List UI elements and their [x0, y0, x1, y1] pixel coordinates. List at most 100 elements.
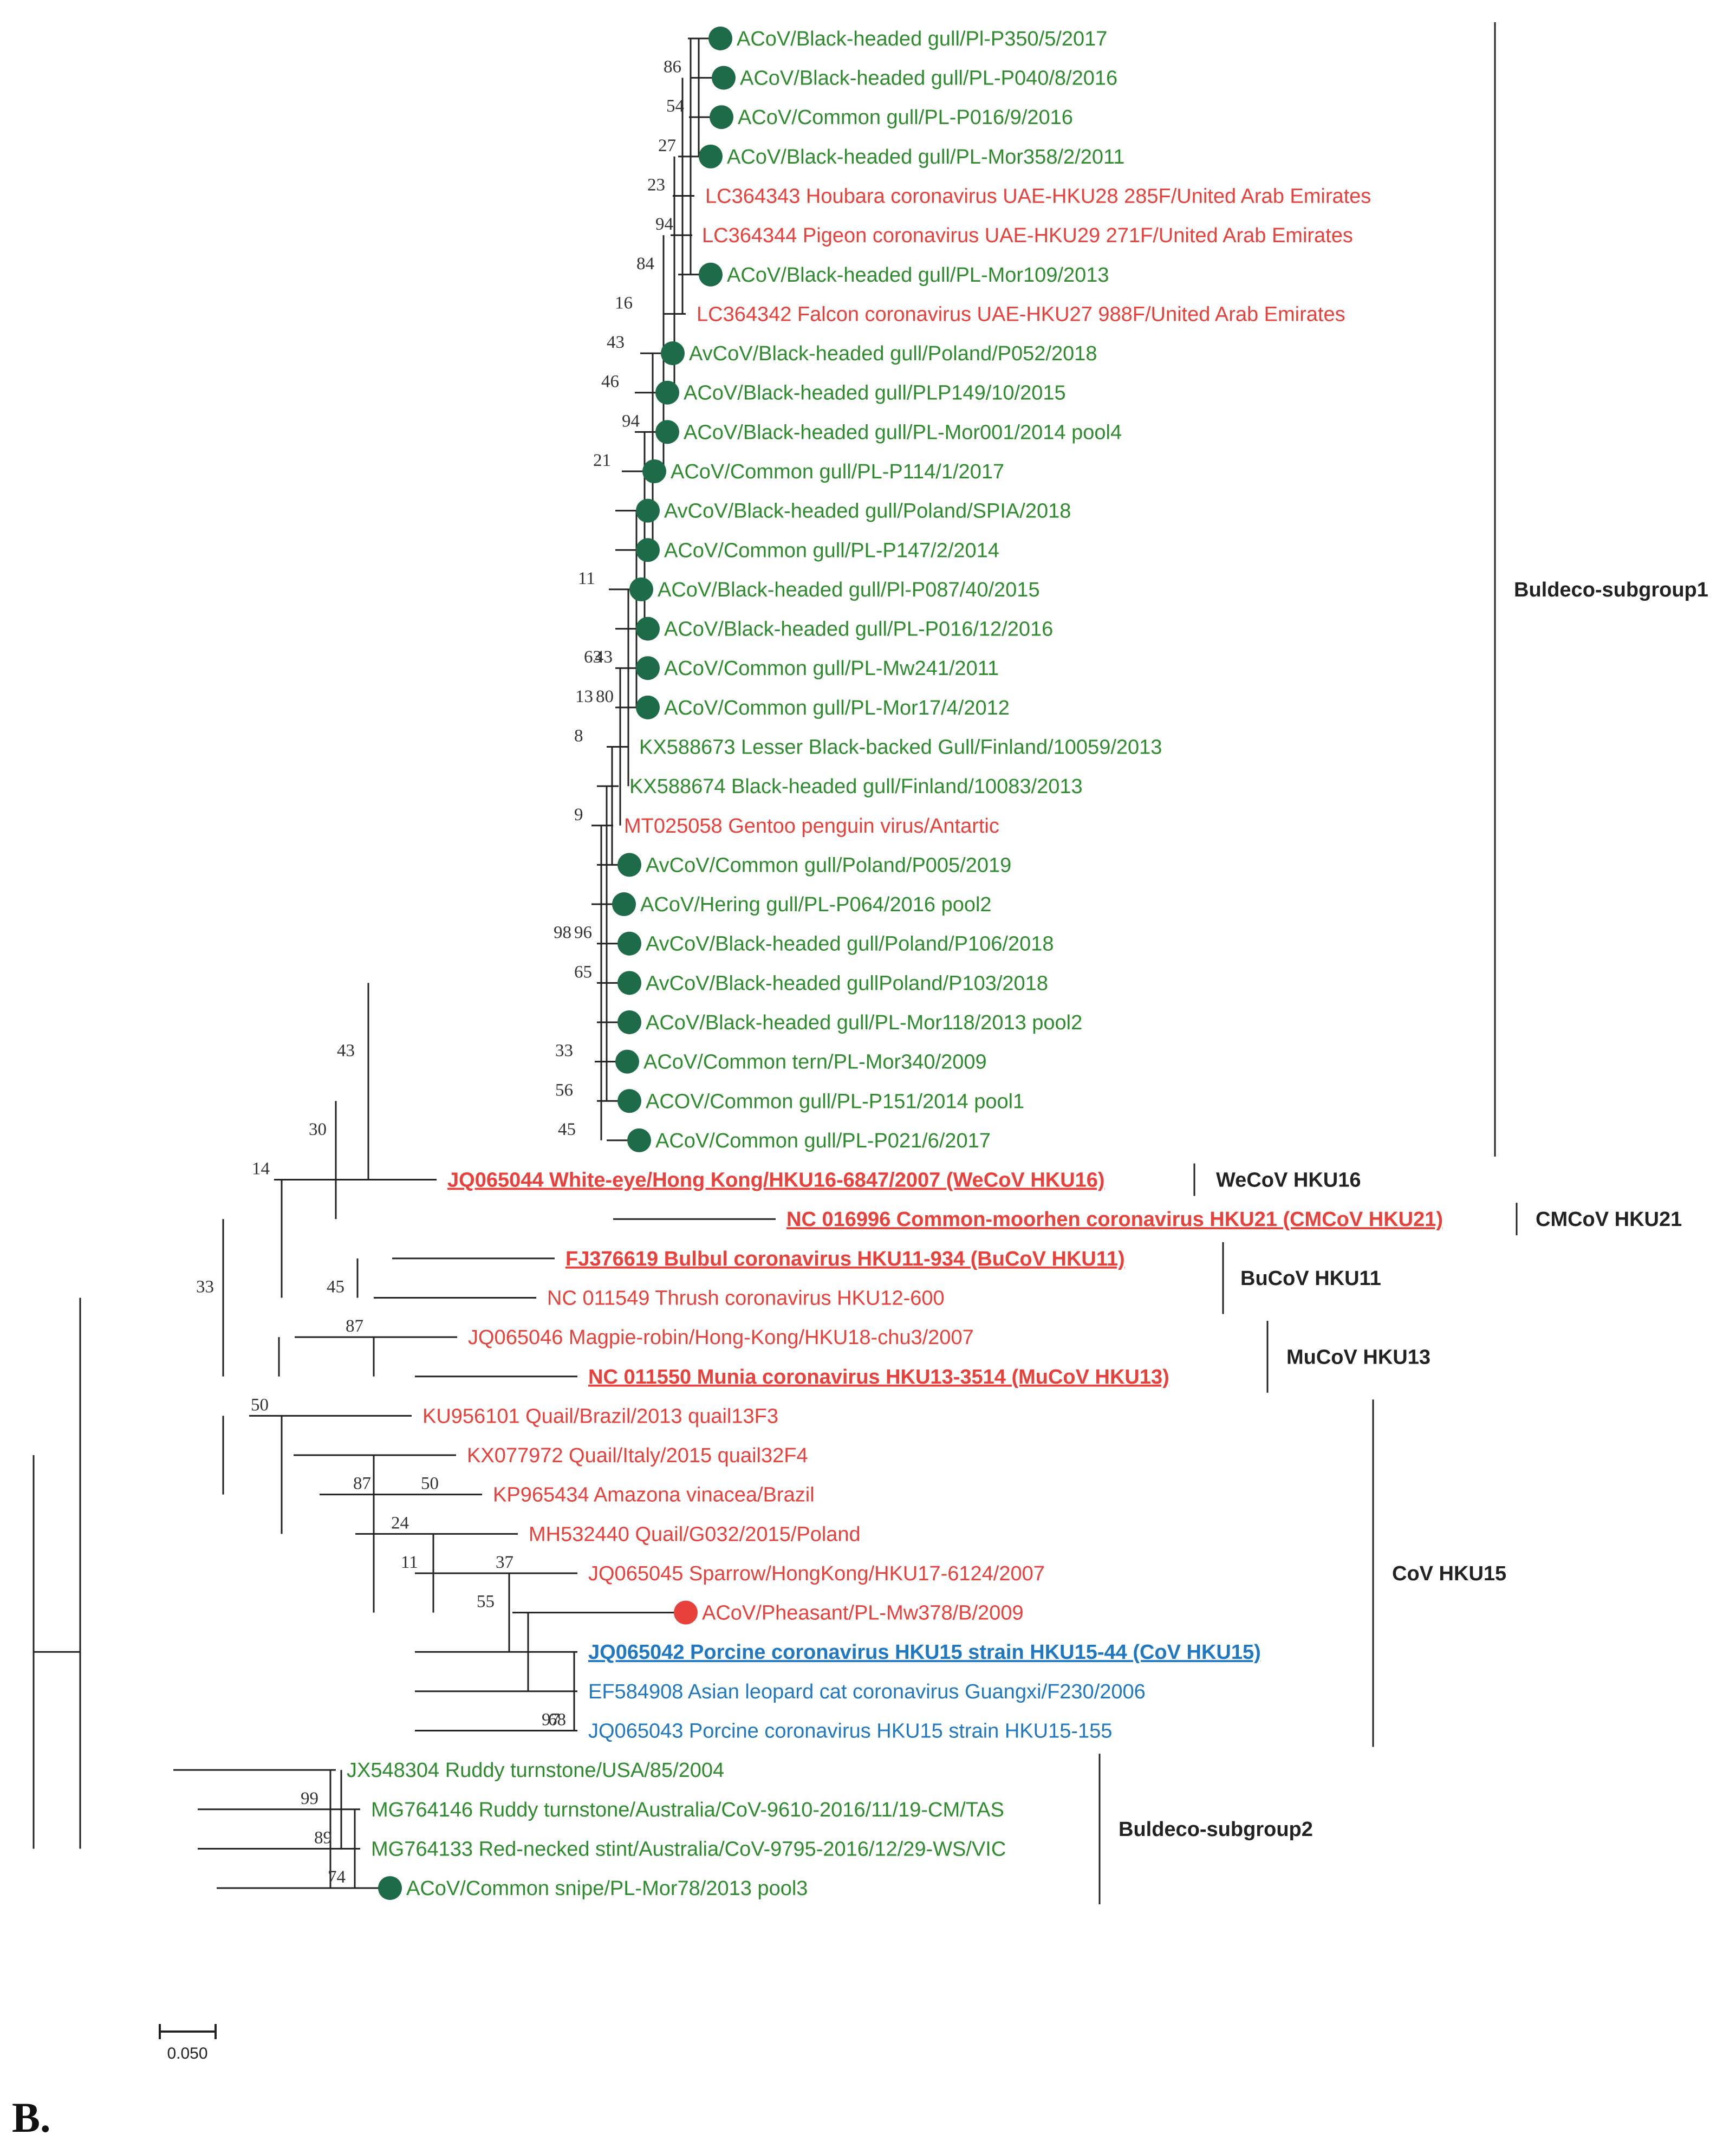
taxon-label: ACoV/Black-headed gull/Pl-P087/40/2015 — [658, 579, 1040, 601]
taxon-label: LC364344 Pigeon coronavirus UAE-HKU29 27… — [702, 224, 1353, 247]
sample-marker-green — [636, 695, 660, 719]
taxon-label: KX588673 Lesser Black-backed Gull/Finlan… — [639, 736, 1162, 758]
bootstrap-value: 8 — [574, 726, 583, 745]
clade-label: MuCoV HKU13 — [1286, 1346, 1431, 1368]
taxon-label: ACoV/Black-headed gull/PL-Mor358/2/2011 — [727, 146, 1124, 168]
sample-marker-green — [617, 1089, 641, 1113]
taxon-label: AvCoV/Black-headed gullPoland/P103/2018 — [646, 972, 1048, 995]
taxon-label: FJ376619 Bulbul coronavirus HKU11-934 (B… — [565, 1248, 1125, 1270]
sample-marker-green — [661, 341, 685, 366]
taxon-label: AvCoV/Black-headed gull/Poland/P052/2018 — [689, 342, 1097, 365]
bootstrap-value: 14 — [252, 1159, 270, 1179]
bootstrap-value: 86 — [664, 57, 681, 77]
taxon-label: NC 011550 Munia coronavirus HKU13-3514 (… — [588, 1366, 1169, 1389]
sample-marker-green — [617, 853, 641, 877]
taxon-label: ACoV/Common gull/PL-P021/6/2017 — [655, 1130, 991, 1152]
taxon-label: LC364342 Falcon coronavirus UAE-HKU27 98… — [697, 303, 1345, 326]
sample-marker-green — [636, 656, 660, 680]
sample-marker-green — [699, 144, 723, 168]
bootstrap-value: 43 — [595, 647, 613, 667]
bootstrap-value: 54 — [666, 96, 684, 116]
sample-marker-green — [378, 1876, 402, 1900]
sample-marker-green — [655, 420, 679, 444]
bootstrap-value: 16 — [615, 293, 633, 313]
taxon-label: ACoV/Common gull/PL-P114/1/2017 — [671, 460, 1004, 483]
taxon-label: ACoV/Black-headed gull/Pl-P350/5/2017 — [737, 28, 1107, 50]
clade-label: WeCoV HKU16 — [1216, 1169, 1361, 1192]
sample-marker-green — [615, 1049, 639, 1074]
sample-marker-green — [617, 931, 641, 956]
sample-marker-green — [708, 26, 732, 50]
taxon-label: NC 011549 Thrush coronavirus HKU12-600 — [547, 1287, 945, 1309]
bootstrap-value: 46 — [601, 372, 619, 392]
taxon-label: MH532440 Quail/G032/2015/Poland — [529, 1523, 861, 1546]
taxon-label: KP965434 Amazona vinacea/Brazil — [493, 1484, 815, 1507]
bootstrap-value: 87 — [353, 1474, 371, 1494]
sample-marker-green — [712, 66, 736, 90]
taxon-label: KX077972 Quail/Italy/2015 quail32F4 — [467, 1444, 808, 1467]
bootstrap-value: 30 — [309, 1120, 327, 1139]
bootstrap-value: 55 — [477, 1592, 495, 1612]
bootstrap-value: 21 — [593, 451, 611, 470]
clade-label: Buldeco-subgroup2 — [1119, 1818, 1313, 1841]
taxon-label: JX548304 Ruddy turnstone/USA/85/2004 — [347, 1759, 724, 1782]
sample-marker-green — [710, 105, 733, 129]
taxon-label: AvCoV/Common gull/Poland/P005/2019 — [646, 854, 1011, 877]
taxon-label: LC364343 Houbara coronavirus UAE-HKU28 2… — [705, 185, 1371, 208]
taxon-label: ACoV/Pheasant/PL-Mw378/B/2009 — [702, 1602, 1024, 1625]
taxon-label: ACoV/Common tern/PL-Mor340/2009 — [643, 1051, 987, 1074]
taxon-label: KU956101 Quail/Brazil/2013 quail13F3 — [422, 1405, 778, 1428]
scale-bar: 0.050 — [159, 2024, 217, 2062]
tree-branches — [32, 37, 776, 1889]
bootstrap-value: 23 — [647, 176, 665, 195]
taxon-label: AvCoV/Black-headed gull/Poland/P106/2018 — [646, 933, 1054, 956]
taxon-label: MG764133 Red-necked stint/Australia/CoV-… — [371, 1838, 1006, 1860]
sample-marker-green — [636, 617, 660, 641]
taxon-label: ACOV/Common gull/PL-P151/2014 pool1 — [646, 1090, 1024, 1113]
sample-marker-green — [699, 262, 723, 287]
clade-label: Buldeco-subgroup1 — [1514, 579, 1708, 601]
taxon-label: AvCoV/Black-headed gull/Poland/SPIA/2018 — [664, 500, 1071, 523]
bootstrap-value: 50 — [251, 1395, 269, 1415]
taxon-label: JQ065042 Porcine coronavirus HKU15 strai… — [588, 1641, 1261, 1664]
sample-marker-green — [642, 459, 666, 484]
taxon-label: ACoV/Black-headed gull/PLP149/10/2015 — [684, 382, 1066, 405]
sample-marker-green — [636, 498, 660, 523]
bootstrap-value: 84 — [636, 254, 654, 274]
bootstrap-value: 68 — [548, 1710, 566, 1730]
panel-label: B. — [12, 2094, 51, 2141]
bootstrap-value: 74 — [328, 1867, 346, 1887]
taxon-label: NC 016996 Common-moorhen coronavirus HKU… — [786, 1208, 1443, 1231]
bootstrap-value: 11 — [578, 569, 595, 588]
sample-marker-green — [627, 1128, 651, 1152]
bootstrap-value: 24 — [391, 1513, 409, 1533]
bootstrap-value: 89 — [314, 1828, 332, 1847]
bootstrap-value: 45 — [558, 1120, 576, 1139]
taxon-label: ACoV/Black-headed gull/PL-P040/8/2016 — [740, 67, 1117, 90]
clade-label: CMCoV HKU21 — [1536, 1208, 1682, 1231]
taxon-label: JQ065043 Porcine coronavirus HKU15 strai… — [588, 1720, 1112, 1743]
sample-marker-green — [636, 538, 660, 562]
sample-marker-green — [617, 1010, 641, 1034]
bootstrap-value: 33 — [196, 1277, 214, 1296]
bootstrap-value: 94 — [655, 215, 673, 234]
sample-markers — [378, 26, 736, 1900]
taxon-label: ACoV/Black-headed gull/PL-Mor109/2013 — [727, 264, 1109, 287]
bootstrap-value: 37 — [496, 1553, 513, 1572]
bootstrap-value: 13 — [575, 687, 593, 706]
bootstrap-value: 27 — [658, 136, 676, 155]
clade-brackets: Buldeco-subgroup1 WeCoV HKU16 CMCoV HKU21 B… — [1098, 22, 1708, 1905]
bootstrap-value: 9 — [574, 805, 583, 825]
bootstrap-value: 63 — [584, 647, 602, 667]
taxon-label: MT025058 Gentoo penguin virus/Antartic — [624, 815, 999, 838]
bootstrap-value: 11 — [401, 1553, 418, 1572]
bootstrap-value: 43 — [337, 1041, 355, 1061]
clade-label: CoV HKU15 — [1392, 1562, 1506, 1585]
sample-marker-green — [617, 971, 641, 995]
scale-bar-label: 0.050 — [167, 2045, 207, 2062]
bootstrap-value: 43 — [607, 333, 625, 352]
taxon-label: JQ065044 White-eye/Hong Kong/HKU16-6847/… — [447, 1169, 1105, 1192]
taxon-labels: ACoV/Black-headed gull/Pl-P350/5/2017 ACo… — [347, 28, 1443, 1900]
